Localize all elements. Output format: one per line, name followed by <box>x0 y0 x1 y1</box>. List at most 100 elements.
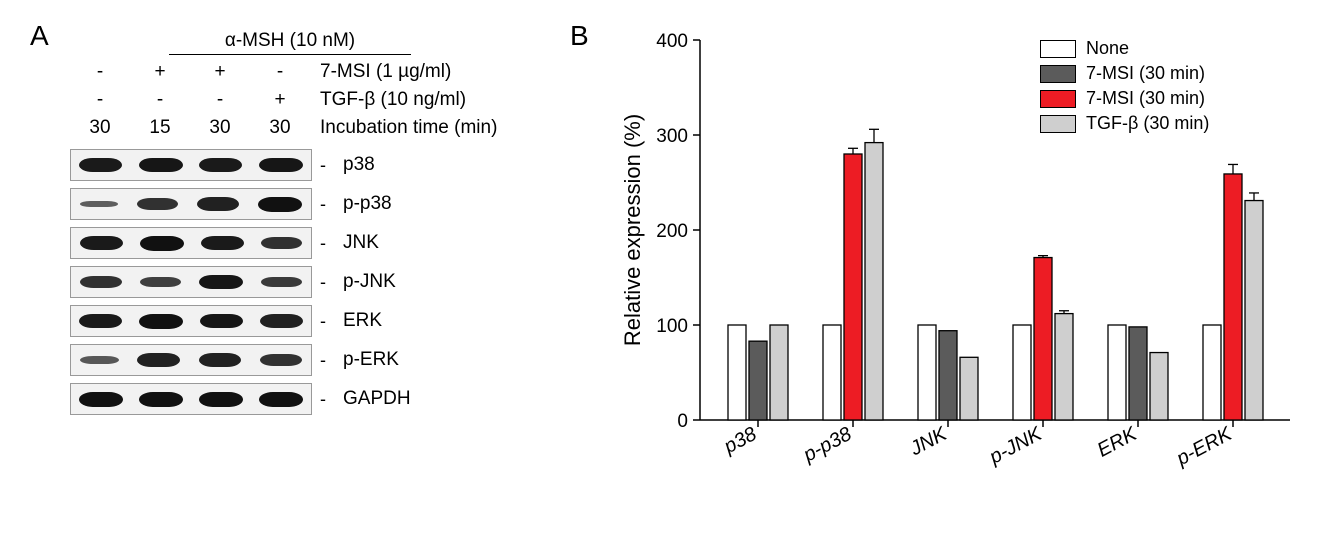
blot-band <box>139 314 183 329</box>
x-category: p38 <box>720 423 761 459</box>
blot-band <box>259 392 303 407</box>
treatment-cell: + <box>250 89 310 111</box>
blot-band <box>140 236 184 251</box>
bar <box>1245 201 1263 420</box>
chart-legend: None 7-MSI (30 min) 7-MSI (30 min) TGF-β (3… <box>1040 38 1209 138</box>
legend-item: 7-MSI (30 min) <box>1040 63 1209 84</box>
blot-row: -p-ERK <box>70 344 510 376</box>
x-category: ERK <box>1094 422 1142 462</box>
blot-band <box>199 275 243 289</box>
bar <box>1108 325 1126 420</box>
bar <box>960 357 978 420</box>
blot-label: JNK <box>343 232 379 254</box>
bar <box>1150 353 1168 420</box>
blot-band <box>200 314 244 328</box>
legend-item: TGF-β (30 min) <box>1040 113 1209 134</box>
blot-band <box>140 277 180 287</box>
blot-label: ERK <box>343 310 382 332</box>
legend-swatch <box>1040 90 1076 108</box>
bar <box>1013 325 1031 420</box>
blot-row: -p-p38 <box>70 188 510 220</box>
blot-box <box>70 305 312 337</box>
bar <box>1034 258 1052 420</box>
treatment-cell: - <box>130 89 190 111</box>
figure-root: A α-MSH (10 nM) -++-7-MSI (1 µg/ml)---+T… <box>0 0 1322 549</box>
blot-band <box>259 158 303 172</box>
label-dash: - <box>320 272 326 293</box>
blot-band <box>79 314 122 328</box>
blot-label: p-p38 <box>343 193 392 215</box>
treatment-cell: - <box>190 89 250 111</box>
treatment-cell: - <box>250 61 310 83</box>
blot-label: p-JNK <box>343 271 396 293</box>
legend-swatch <box>1040 65 1076 83</box>
label-dash: - <box>320 389 326 410</box>
panel-a-label: A <box>30 20 49 52</box>
blot-band <box>80 201 118 208</box>
legend-label: TGF-β (30 min) <box>1086 113 1209 134</box>
blot-band <box>260 314 303 327</box>
x-category: p-JNK <box>985 422 1047 469</box>
blot-box <box>70 188 312 220</box>
svg-text:0: 0 <box>677 411 688 432</box>
bar <box>823 325 841 420</box>
blot-band <box>197 197 240 210</box>
blot-row: -p38 <box>70 149 510 181</box>
bar <box>844 154 862 420</box>
bar <box>939 331 957 420</box>
blot-label: p-ERK <box>343 349 399 371</box>
treatment-cell: 30 <box>190 117 250 139</box>
x-category: p-ERK <box>1172 422 1237 470</box>
blot-band <box>199 353 242 366</box>
legend-swatch <box>1040 40 1076 58</box>
treatment-row-label: 7-MSI (1 µg/ml) <box>310 61 510 83</box>
x-category: JNK <box>906 422 952 460</box>
blot-band <box>80 276 122 288</box>
treatment-cell: + <box>190 61 250 83</box>
legend-label: 7-MSI (30 min) <box>1086 63 1205 84</box>
legend-swatch <box>1040 115 1076 133</box>
bar <box>1055 314 1073 420</box>
label-dash: - <box>320 194 326 215</box>
blot-box <box>70 266 312 298</box>
blot-band <box>80 356 118 363</box>
blot-row: -ERK <box>70 305 510 337</box>
blot-row: -JNK <box>70 227 510 259</box>
blot-label: GAPDH <box>343 388 411 410</box>
blot-box <box>70 344 312 376</box>
blot-band <box>199 158 242 172</box>
legend-label: None <box>1086 38 1129 59</box>
label-dash: - <box>320 350 326 371</box>
blot-box <box>70 227 312 259</box>
bar <box>1129 327 1147 420</box>
label-dash: - <box>320 233 326 254</box>
bar-chart: 0100200300400Relative expression (%)p38p… <box>610 20 1322 490</box>
treatment-cell: - <box>70 89 130 111</box>
blot-band <box>139 158 183 172</box>
legend-item: 7-MSI (30 min) <box>1040 88 1209 109</box>
western-blots: -p38-p-p38-JNK-p-JNK-ERK-p-ERK-GAPDH <box>70 149 510 415</box>
blot-row: -GAPDH <box>70 383 510 415</box>
treatment-row-label: TGF-β (10 ng/ml) <box>310 89 510 111</box>
treatment-row-label: Incubation time (min) <box>310 117 510 139</box>
treatment-cell: - <box>70 61 130 83</box>
bar <box>770 325 788 420</box>
legend-label: 7-MSI (30 min) <box>1086 88 1205 109</box>
bar <box>865 143 883 420</box>
blot-band <box>137 198 179 210</box>
blot-band <box>80 236 123 250</box>
bar <box>749 341 767 420</box>
panel-b: B 0100200300400Relative expression (%)p3… <box>570 20 1322 529</box>
label-dash: - <box>320 311 326 332</box>
blot-label: p38 <box>343 154 375 176</box>
panel-a-header-text: α-MSH (10 nM) <box>169 30 411 55</box>
panel-b-label: B <box>570 20 589 52</box>
blot-band <box>261 237 303 249</box>
treatment-cell: + <box>130 61 190 83</box>
treatment-grid: -++-7-MSI (1 µg/ml)---+TGF-β (10 ng/ml)3… <box>70 61 510 139</box>
bar <box>1224 174 1242 420</box>
legend-item: None <box>1040 38 1209 59</box>
label-dash: - <box>320 155 326 176</box>
bar <box>918 325 936 420</box>
treatment-cell: 30 <box>250 117 310 139</box>
